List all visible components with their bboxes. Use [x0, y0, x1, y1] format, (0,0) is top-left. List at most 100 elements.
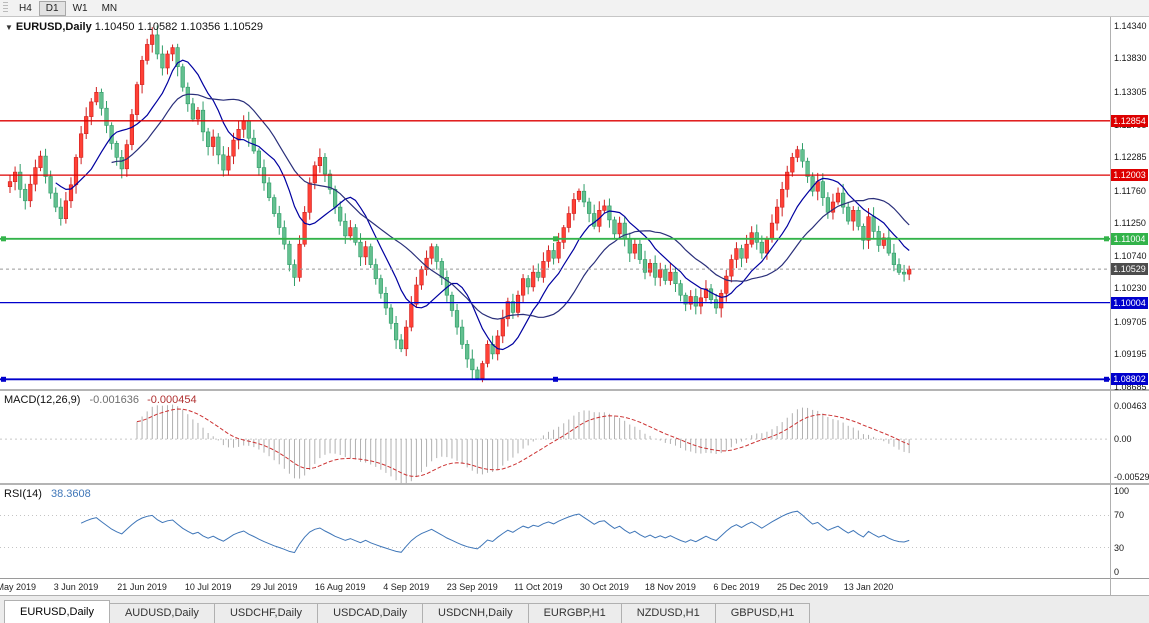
tab-eurgbp-h1[interactable]: EURGBP,H1 — [527, 603, 622, 623]
candle-body — [79, 133, 84, 158]
candle-body — [536, 271, 541, 278]
candle-body — [53, 192, 58, 208]
candle-body — [637, 243, 642, 260]
timeframe-button-d1[interactable]: D1 — [38, 0, 66, 16]
chart-canvas[interactable] — [0, 17, 1149, 578]
candle-body — [419, 269, 424, 286]
candle-body — [861, 226, 866, 241]
date-label: 3 Jun 2019 — [53, 582, 99, 592]
toolbar-drag-handle-icon[interactable] — [3, 2, 8, 14]
candle-body — [272, 197, 277, 214]
candle-body — [546, 250, 551, 262]
candle-body — [129, 114, 135, 145]
candle-body — [43, 155, 48, 177]
candle-body — [373, 264, 378, 279]
candle-body — [292, 264, 297, 278]
candle-body — [114, 143, 119, 158]
candle-body — [520, 278, 526, 296]
candle-body — [581, 190, 587, 203]
candle-body — [678, 283, 683, 296]
candle-body — [368, 246, 373, 265]
candle-body — [790, 157, 795, 173]
candle-body — [754, 232, 759, 243]
candle-body — [465, 343, 470, 360]
candle-body — [495, 335, 500, 355]
candle-body — [327, 173, 333, 190]
price-tick-label: 1.11760 — [1114, 185, 1146, 196]
rsi-tick-label: 70 — [1114, 510, 1125, 521]
candle-body — [708, 288, 714, 300]
price-tick-label: 1.13830 — [1114, 53, 1147, 64]
macd-indicator-title: MACD(12,26,9) -0.001636 -0.000454 — [4, 394, 197, 406]
candle-body — [835, 192, 841, 203]
candle-body — [617, 222, 622, 235]
date-label: 30 Oct 2019 — [579, 582, 629, 592]
candle-body — [266, 182, 272, 198]
price-tick-label: 1.08685 — [1114, 381, 1147, 392]
candle-body — [586, 201, 592, 214]
line-anchor-handle — [1, 376, 6, 382]
candle-body — [825, 197, 830, 213]
line-anchor-handle — [1, 236, 6, 242]
candle-body — [190, 103, 196, 120]
tab-usdcad-daily[interactable]: USDCAD,Daily — [317, 603, 424, 623]
candle-body — [170, 47, 175, 55]
candle-body — [68, 184, 74, 202]
tab-gbpusd-h1[interactable]: GBPUSD,H1 — [714, 603, 811, 623]
candle-body — [119, 157, 124, 170]
candle-body — [404, 326, 409, 350]
candle-body — [759, 241, 764, 254]
candle-body — [805, 160, 810, 177]
macd-tick-label: -0.005299 — [1114, 471, 1149, 482]
candle-body — [206, 131, 211, 147]
date-label: 4 Sep 2019 — [383, 582, 430, 592]
tab-usdchf-daily[interactable]: USDCHF,Daily — [213, 603, 319, 623]
candle-body — [846, 206, 851, 222]
chart-window: ▼ EURUSD,Daily 1.10450 1.10582 1.10356 1.… — [0, 17, 1149, 595]
macd-tick-label: 0.00463 — [1114, 401, 1147, 412]
date-label: 11 Oct 2019 — [514, 582, 563, 592]
candle-body — [312, 165, 317, 184]
candle-body — [505, 301, 510, 320]
tab-audusd-daily[interactable]: AUDUSD,Daily — [108, 603, 215, 623]
date-axis[interactable]: 15 May 2019 3 Jun 2019 21 Jun 2019 10 Jul 2… — [0, 578, 1149, 595]
candle-body — [363, 246, 368, 258]
price-badge: 1.10529 — [1111, 263, 1148, 276]
timeframe-button-mn[interactable]: MN — [101, 2, 118, 14]
tab-eurusd-daily[interactable]: EURUSD,Daily — [4, 600, 110, 623]
candle-body — [216, 136, 221, 156]
tab-nzdusd-h1[interactable]: NZDUSD,H1 — [620, 603, 716, 623]
candle-body — [566, 213, 571, 228]
price-badge: 1.11004 — [1111, 232, 1148, 245]
candle-body — [424, 257, 429, 270]
candle-body — [388, 307, 394, 324]
rsi-line — [80, 510, 910, 554]
timeframe-toolbar: H4 D1 W1 MN — [0, 0, 1149, 17]
panel-splitter — [0, 483, 1149, 485]
tab-usdcnh-daily[interactable]: USDCNH,Daily — [422, 603, 529, 623]
timeframe-button-h4[interactable]: H4 — [19, 2, 32, 14]
candle-body — [23, 189, 28, 202]
timeframe-button-w1[interactable]: W1 — [72, 2, 88, 14]
price-badge: 1.08802 — [1111, 373, 1148, 386]
candle-body — [907, 268, 912, 275]
price-tick-label: 1.09705 — [1114, 316, 1147, 327]
macd-value-signal: -0.000454 — [147, 394, 197, 406]
candle-body — [414, 284, 419, 305]
candle-body — [18, 171, 23, 190]
candle-body — [104, 107, 109, 126]
candle-body — [800, 149, 805, 162]
candle-body — [713, 299, 719, 309]
candle-body — [607, 205, 612, 221]
candle-body — [221, 154, 226, 171]
candle-body — [150, 34, 155, 45]
candle-body — [459, 326, 465, 345]
rsi-label: RSI(14) — [4, 488, 42, 500]
candle-body — [140, 60, 145, 85]
candle-body — [780, 189, 785, 208]
candle-body — [901, 271, 907, 275]
candle-body — [241, 120, 246, 130]
moving-average-line — [111, 93, 910, 320]
candle-body — [185, 86, 190, 105]
candle-body — [576, 190, 582, 200]
